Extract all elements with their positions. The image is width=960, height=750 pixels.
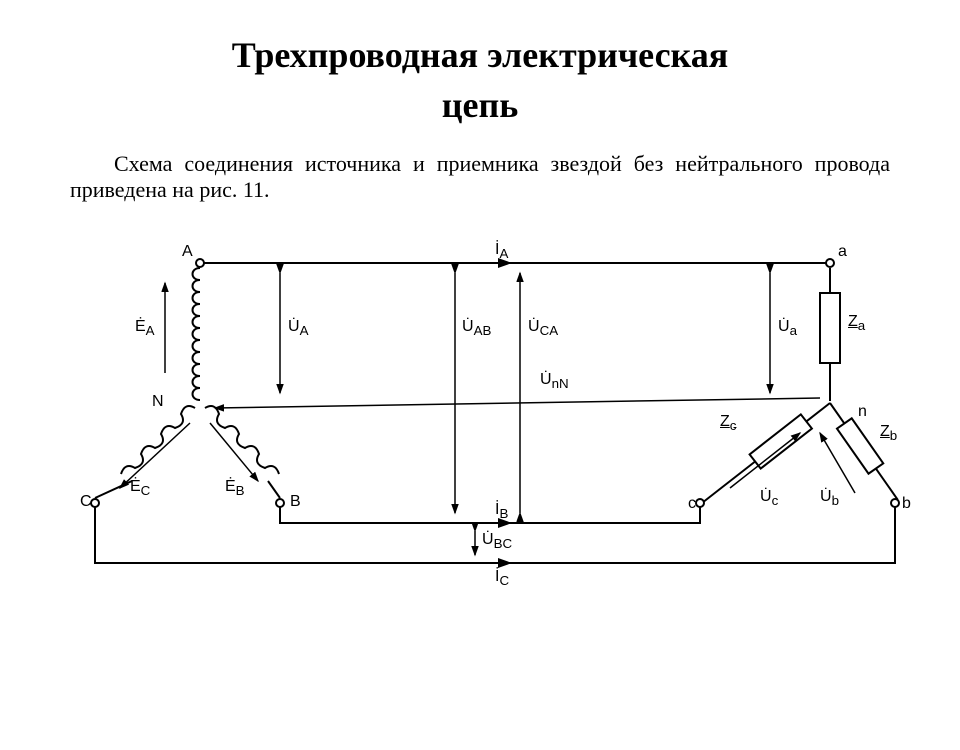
node-A: A [182,243,193,261]
node-n: n [858,403,867,421]
label-Ua: U̇a [778,318,797,338]
node-c: c [688,495,696,513]
label-UA: U̇A [288,318,308,338]
node-N: N [152,393,164,411]
label-Uc: U̇c [760,488,778,508]
label-IC: İC [495,568,509,588]
node-C: C [80,493,92,511]
circuit-diagram: A N B C a n b c ĖA ĖB ĖC U̇A U̇AB U̇CA U… [0,213,960,613]
title-line-1: Трехпроводная электрическая [0,30,960,80]
label-Zc: Zc [720,413,736,433]
label-UnN: U̇nN [540,371,569,391]
description-paragraph: Схема соединения источника и приемника з… [70,151,890,203]
label-IA: İA [495,241,508,261]
label-UBC: U̇BC [482,531,512,551]
label-Za: Za [848,313,865,333]
node-B: B [290,493,301,511]
label-UAB: U̇AB [462,318,491,338]
label-UCA: U̇CA [528,318,558,338]
title-line-2: цепь [0,80,960,130]
label-EA: ĖA [135,318,155,338]
label-EB: ĖB [225,478,245,498]
label-Zb: Zb [880,423,897,443]
node-b: b [902,495,911,513]
label-IB: İB [495,501,508,521]
label-EC: ĖC [130,478,150,498]
node-a: a [838,243,847,261]
label-Ub: U̇b [820,488,839,508]
